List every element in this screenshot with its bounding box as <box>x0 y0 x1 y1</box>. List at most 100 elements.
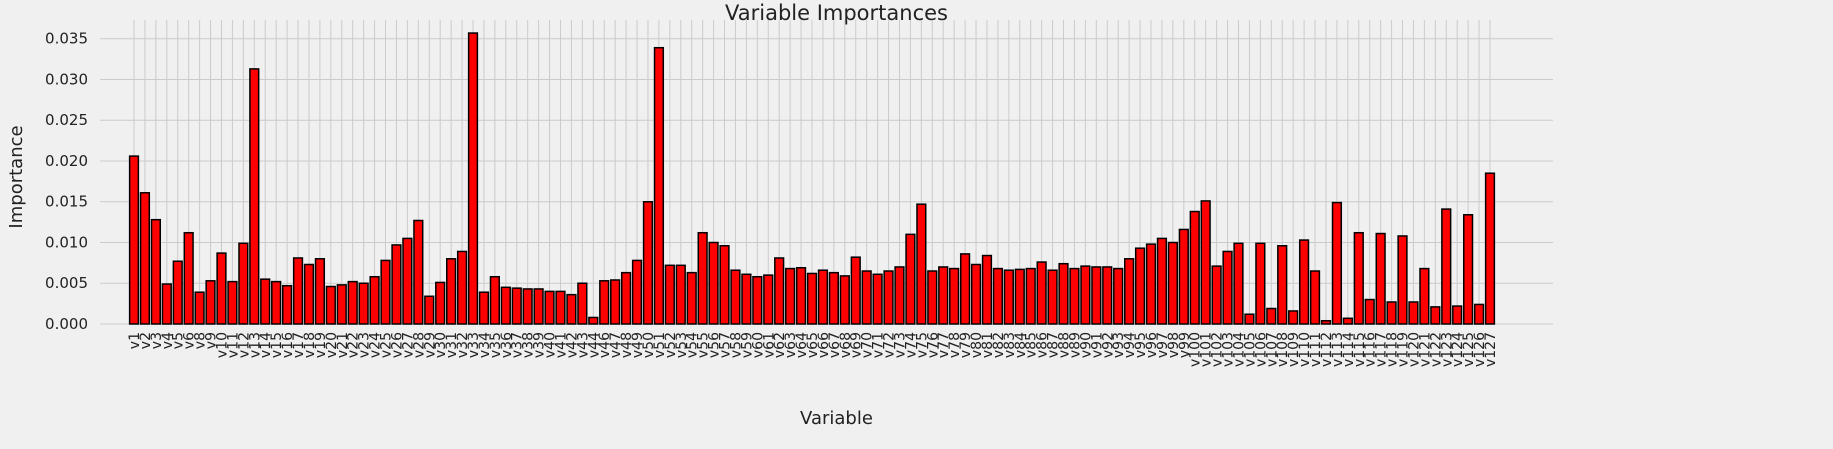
bar-v19 <box>314 258 326 325</box>
y-tick-label: 0.010 <box>45 233 88 251</box>
x-tick-label: v57 <box>718 332 734 358</box>
x-tick-label: v70 <box>860 332 876 358</box>
x-tick-label: v90 <box>1078 332 1094 358</box>
bar-v108 <box>1277 245 1288 325</box>
x-tick-label: v36 <box>499 332 515 358</box>
x-tick-label: v43 <box>575 332 591 358</box>
x-tick-label: v108 <box>1275 332 1291 367</box>
x-tick-label: v4 <box>160 332 176 349</box>
bar-v63 <box>785 267 796 325</box>
bar-v32 <box>456 250 468 325</box>
y-tick-label: 0.000 <box>45 315 88 333</box>
bar-v113 <box>1331 201 1343 325</box>
bar-v27 <box>402 237 413 325</box>
x-tick-label: v97 <box>1155 332 1171 358</box>
bar-v98 <box>1167 241 1178 325</box>
x-tick-label: v113 <box>1330 332 1346 367</box>
bar-v127 <box>1484 172 1496 325</box>
x-tick-label: v46 <box>597 332 613 358</box>
x-tick-label: v54 <box>685 332 701 358</box>
bar-v54 <box>686 271 697 325</box>
bar-v96 <box>1145 243 1157 325</box>
x-tick-label: v78 <box>947 332 963 358</box>
bar-v77 <box>938 266 949 325</box>
x-tick-label: v103 <box>1221 332 1237 367</box>
y-tick-label: 0.005 <box>45 274 88 292</box>
bar-v69 <box>850 256 861 325</box>
x-tick-label: v85 <box>1024 332 1040 358</box>
bars <box>128 32 1496 325</box>
bar-v36 <box>500 286 511 325</box>
x-tick-label: v59 <box>739 332 755 358</box>
bar-v13 <box>249 68 260 325</box>
x-tick-label: v15 <box>269 332 285 358</box>
bar-v28 <box>413 219 424 325</box>
x-tick-label: v86 <box>1035 332 1051 358</box>
x-tick-label: v92 <box>1100 332 1116 358</box>
bar-v25 <box>380 259 391 325</box>
bar-v67 <box>828 271 839 325</box>
x-tick-label: v31 <box>444 332 460 358</box>
x-tick-label: v53 <box>674 332 690 358</box>
x-tick-label: v88 <box>1057 332 1073 358</box>
bar-v57 <box>719 245 730 325</box>
bar-v46 <box>599 280 610 325</box>
bar-v88 <box>1058 262 1069 325</box>
bar-v60 <box>752 275 763 325</box>
bar-v40 <box>544 290 555 325</box>
x-tick-label: v72 <box>882 332 898 358</box>
x-tick-label: v42 <box>564 332 580 358</box>
bar-v74 <box>905 233 916 325</box>
x-tick-label: v117 <box>1374 332 1390 367</box>
x-tick-label: v74 <box>903 332 919 358</box>
x-tick-label: v20 <box>324 332 340 358</box>
bar-v37 <box>511 287 522 325</box>
bar-v43 <box>577 282 588 325</box>
bar-v78 <box>949 267 960 325</box>
bar-v9 <box>205 280 216 325</box>
bar-v41 <box>555 290 566 325</box>
x-tick-label: v30 <box>433 332 449 358</box>
x-tick-label: v27 <box>400 332 416 358</box>
bar-v115 <box>1353 231 1364 325</box>
bar-v1 <box>128 155 140 325</box>
x-tick-label: v115 <box>1352 332 1368 367</box>
x-tick-label: v29 <box>422 332 438 358</box>
x-tick-label: v96 <box>1144 332 1160 358</box>
x-tick-label: v64 <box>794 332 810 358</box>
x-tick-label: v121 <box>1417 332 1433 367</box>
bar-v64 <box>795 267 807 325</box>
x-tick-label: v106 <box>1253 332 1269 367</box>
bar-v85 <box>1025 267 1036 325</box>
x-tick-label: v16 <box>280 332 296 358</box>
bar-v55 <box>697 231 708 325</box>
bar-v75 <box>916 203 927 325</box>
x-tick-label: v79 <box>958 332 974 358</box>
bar-v100 <box>1189 210 1200 325</box>
bar-v122 <box>1430 306 1441 325</box>
x-tick-label: v125 <box>1461 332 1477 367</box>
x-tick-label: v19 <box>313 332 329 358</box>
bar-v68 <box>839 275 850 325</box>
bar-v3 <box>150 218 161 325</box>
x-tick-label: v105 <box>1242 332 1258 367</box>
x-tick-label: v77 <box>936 332 952 358</box>
bar-v114 <box>1342 317 1353 325</box>
y-tick-label: 0.035 <box>45 30 88 48</box>
bar-v83 <box>1003 269 1014 325</box>
x-tick-label: v22 <box>346 332 362 358</box>
bar-v53 <box>675 264 686 325</box>
bar-v117 <box>1375 232 1386 325</box>
bar-v73 <box>894 266 905 325</box>
x-tick-label: v126 <box>1472 332 1488 367</box>
bar-v61 <box>763 274 774 325</box>
x-tick-label: v123 <box>1439 332 1455 367</box>
x-tick-label: v17 <box>291 332 307 358</box>
x-tick-label: v56 <box>707 332 723 358</box>
bar-v99 <box>1178 228 1189 325</box>
x-tick-label: v71 <box>871 332 887 358</box>
bar-v111 <box>1309 270 1321 325</box>
bar-v126 <box>1473 303 1485 325</box>
bar-v8 <box>194 291 205 325</box>
